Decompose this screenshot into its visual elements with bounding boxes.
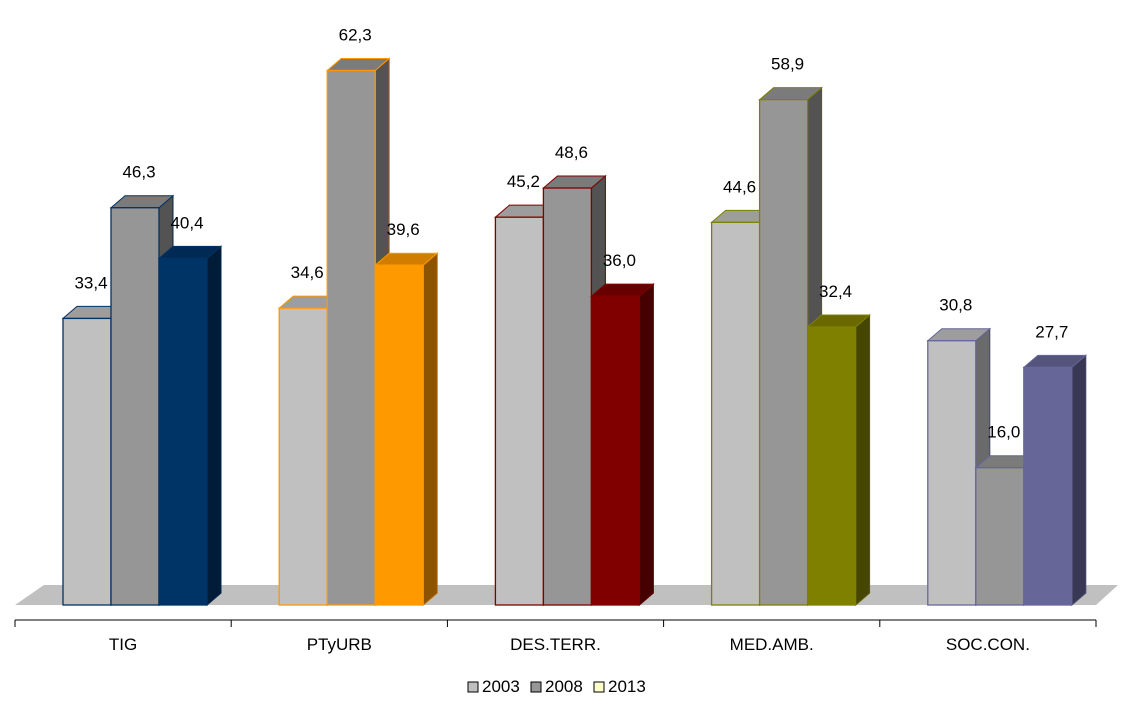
bar-front [374, 264, 424, 606]
legend-label: 2013 [608, 677, 646, 696]
data-label: 34,6 [291, 263, 324, 282]
bar-front [158, 257, 208, 606]
bar-front [278, 307, 328, 606]
data-label: 45,2 [507, 172, 540, 191]
x-tick-label: TIG [109, 635, 137, 654]
data-label: 33,4 [74, 273, 107, 292]
bar [157, 245, 223, 607]
data-labels: 33,4 46,3 40,4 34,6 62,3 39,6 45,2 48,6 36,0 44,6… [74, 25, 1068, 441]
bar-front [710, 221, 761, 606]
bar [1022, 354, 1088, 607]
bar-side [1071, 354, 1087, 607]
legend-item: 2003 [467, 677, 520, 696]
data-label: 40,4 [170, 213, 203, 232]
bar-front [927, 340, 977, 606]
data-label: 62,3 [339, 25, 372, 44]
bar-front [758, 98, 809, 606]
bar [590, 283, 655, 607]
bar-group [710, 86, 871, 607]
data-label: 36,0 [603, 251, 636, 270]
data-label: 48,6 [555, 143, 588, 162]
bar-front [806, 326, 857, 606]
bar-front [1023, 366, 1073, 606]
data-label: 27,7 [1035, 322, 1068, 341]
bar-side [206, 245, 222, 607]
bar [109, 194, 175, 607]
bar-group [494, 174, 655, 607]
bar-front [62, 317, 112, 606]
bar-front [975, 467, 1025, 606]
bars [61, 57, 1088, 607]
bar [758, 86, 823, 607]
legend-swatch [530, 681, 542, 693]
data-label: 16,0 [987, 423, 1020, 442]
bar-front [590, 295, 641, 606]
data-label: 30,8 [939, 296, 972, 315]
x-tick-label: SOC.CON. [946, 635, 1030, 654]
data-label: 44,6 [723, 177, 756, 196]
x-tick-label: MED.AMB. [730, 635, 814, 654]
x-tick-label: PTyURB [307, 635, 372, 654]
bar [806, 313, 871, 607]
bar-group [61, 194, 223, 607]
data-label: 58,9 [771, 55, 804, 74]
bar-side [855, 313, 871, 607]
legend-item: 2008 [530, 677, 583, 696]
x-axis: TIG PTyURB DES.TERR. MED.AMB. SOC.CON. [14, 619, 1097, 654]
bar-front [494, 216, 545, 606]
bar-side [638, 283, 654, 607]
bar-group [926, 327, 1088, 607]
data-label: 46,3 [122, 163, 155, 182]
legend-swatch [467, 681, 479, 693]
legend-label: 2003 [482, 677, 520, 696]
bar [373, 252, 439, 607]
bar-side [422, 252, 438, 607]
legend-swatch [593, 681, 605, 693]
data-label: 32,4 [819, 282, 852, 301]
x-tick-label: DES.TERR. [510, 635, 601, 654]
bar-front [542, 187, 593, 606]
bar-front [326, 69, 376, 606]
legend: 2003 2008 2013 [467, 677, 646, 696]
data-label: 39,6 [387, 220, 420, 239]
legend-item: 2013 [593, 677, 646, 696]
bar [325, 57, 391, 607]
bar-front [110, 207, 160, 606]
bar-group [277, 57, 439, 607]
legend-label: 2008 [545, 677, 583, 696]
